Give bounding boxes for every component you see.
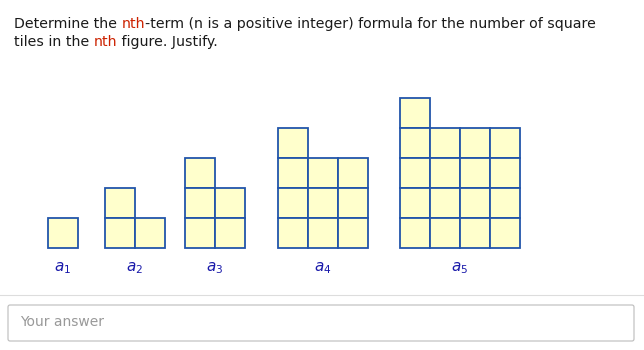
Bar (430, 158, 460, 188)
Bar (278, 188, 308, 218)
Text: $a_3$: $a_3$ (206, 260, 223, 276)
Text: $a_2$: $a_2$ (126, 260, 144, 276)
Bar (338, 218, 368, 248)
Bar (490, 188, 520, 218)
FancyBboxPatch shape (8, 305, 634, 341)
Bar (460, 128, 490, 158)
Text: $a_5$: $a_5$ (451, 260, 469, 276)
Bar (278, 128, 308, 158)
Bar (460, 218, 490, 248)
Bar (185, 188, 215, 218)
Bar (400, 98, 430, 128)
Text: nth: nth (122, 17, 145, 31)
Bar (430, 188, 460, 218)
Text: figure. Justify.: figure. Justify. (117, 35, 218, 49)
Bar (278, 158, 308, 188)
Bar (400, 218, 430, 248)
Bar (338, 188, 368, 218)
Bar (278, 218, 308, 248)
Bar (185, 158, 215, 188)
Bar (400, 158, 430, 188)
Text: Your answer: Your answer (20, 315, 104, 329)
Bar (490, 128, 520, 158)
Text: -term (n is a positive integer) formula for the number of square: -term (n is a positive integer) formula … (145, 17, 596, 31)
Bar (430, 128, 460, 158)
Bar (490, 158, 520, 188)
Text: $a_4$: $a_4$ (314, 260, 332, 276)
Text: nth: nth (94, 35, 117, 49)
Text: Determine the: Determine the (14, 17, 122, 31)
Bar (490, 218, 520, 248)
Bar (460, 188, 490, 218)
Bar (338, 158, 368, 188)
Bar (400, 128, 430, 158)
Text: tiles in the: tiles in the (14, 35, 94, 49)
Bar (105, 188, 135, 218)
Bar (400, 188, 430, 218)
Bar (135, 218, 165, 248)
Bar (308, 218, 338, 248)
Bar (460, 158, 490, 188)
Bar (308, 188, 338, 218)
Bar (215, 218, 245, 248)
Bar (308, 158, 338, 188)
Bar (215, 188, 245, 218)
Bar (430, 218, 460, 248)
Bar (185, 218, 215, 248)
Text: $a_1$: $a_1$ (55, 260, 71, 276)
Bar (48, 218, 78, 248)
Bar (105, 218, 135, 248)
